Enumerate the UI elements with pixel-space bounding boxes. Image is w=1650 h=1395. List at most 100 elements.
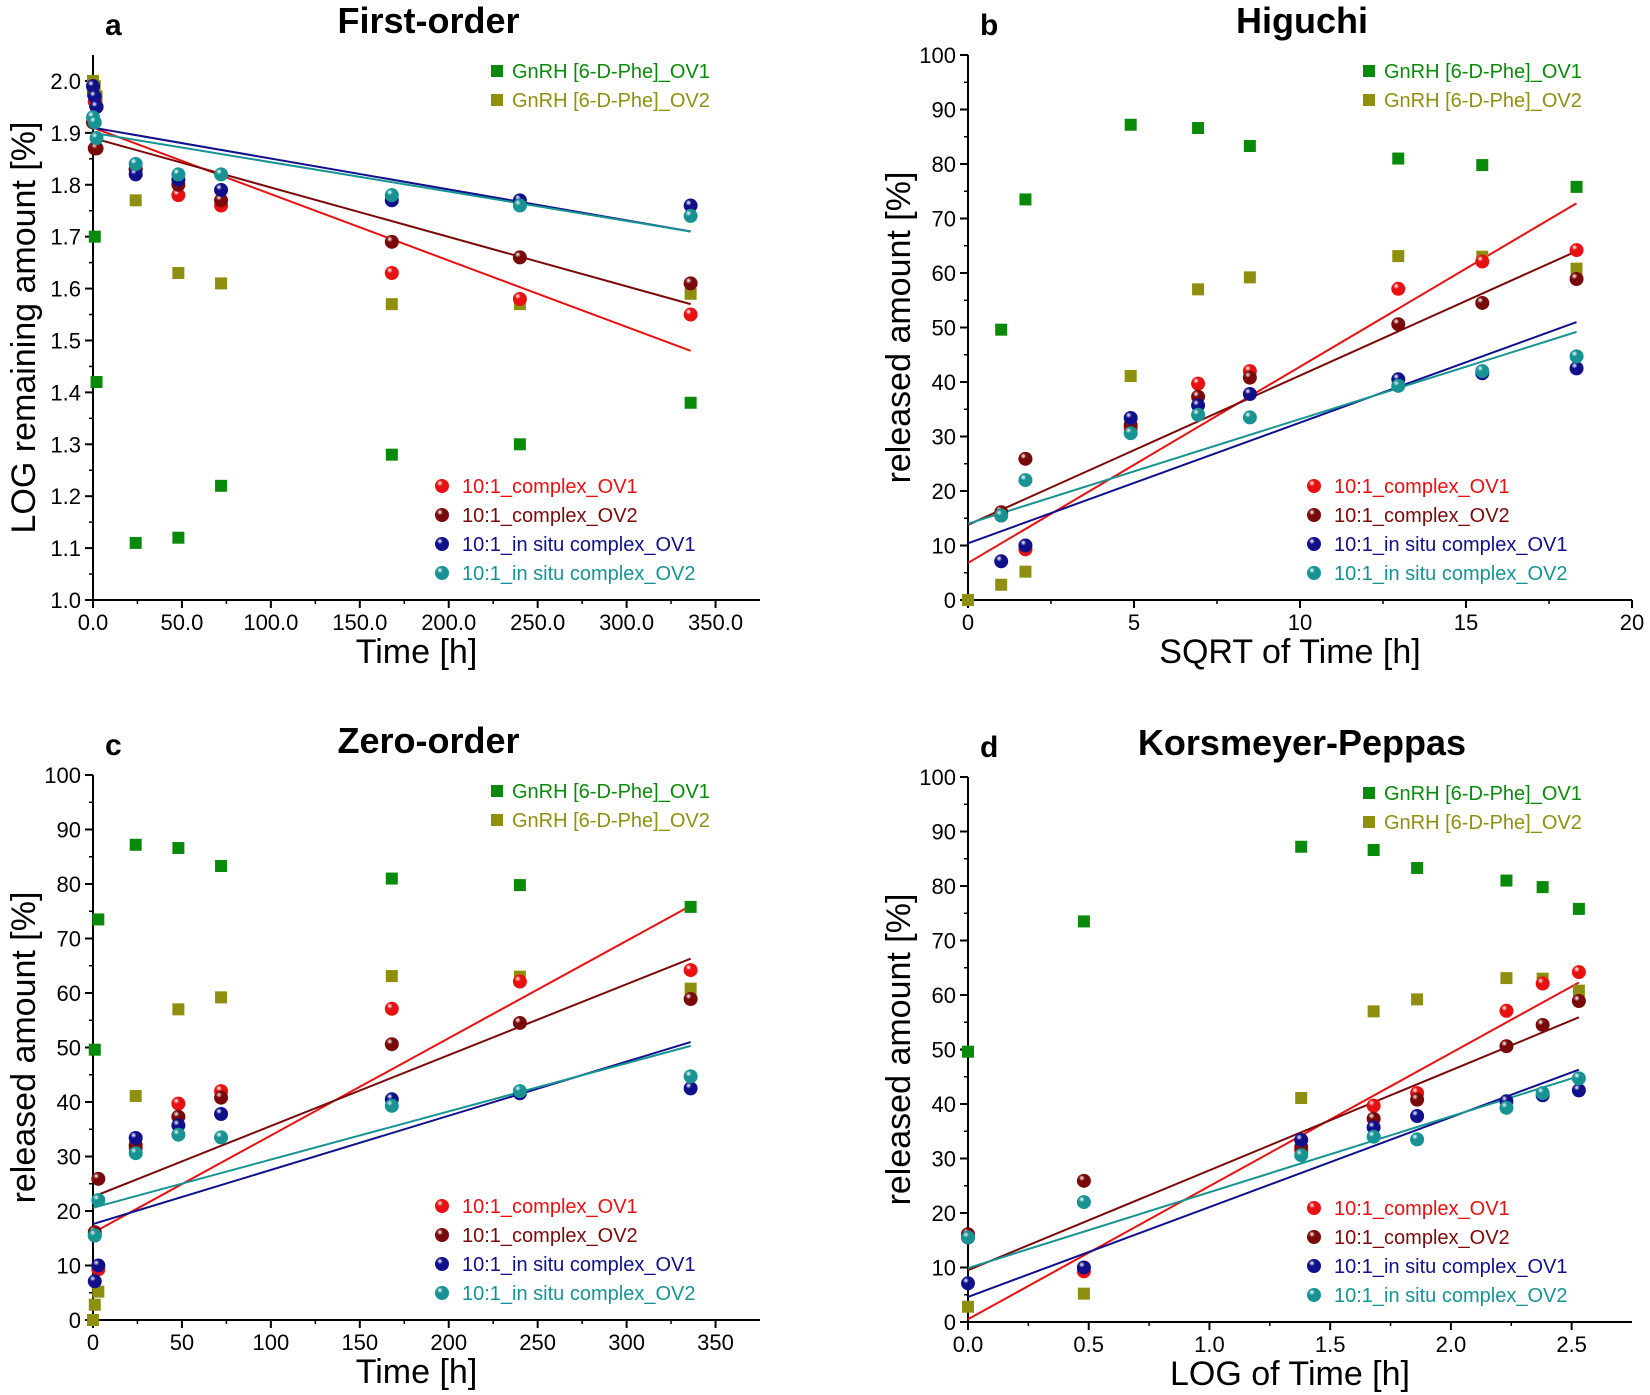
panel-b-point-10-1-in-situ-complex-ov1 xyxy=(1018,538,1033,553)
panel-c-legend-marker-10-1-complex-ov1 xyxy=(435,1199,449,1213)
panel-d-point-10-1-in-situ-complex-ov2 xyxy=(961,1230,975,1245)
panel-d-x-tick-label: 0.0 xyxy=(953,1332,984,1357)
panel-d-legend-label-10-1-in-situ-complex-ov1: 10:1_in situ complex_OV1 xyxy=(1334,1256,1567,1278)
panel-b-point-gnrh-6-d-phe-ov2 xyxy=(1124,370,1137,383)
panel-c-letter: c xyxy=(105,729,122,762)
panel-c-y-tick-label: 70 xyxy=(57,927,81,952)
panel-a-x-tick-label: 250.0 xyxy=(510,610,565,635)
panel-a-point-10-1-in-situ-complex-ov1 xyxy=(87,89,102,104)
panel-c-point-10-1-in-situ-complex-ov2 xyxy=(384,1098,399,1113)
panel-a-point-10-1-in-situ-complex-ov2 xyxy=(171,167,186,182)
panel-c-point-gnrh-6-d-phe-ov2 xyxy=(684,982,697,995)
panel-a-point-gnrh-6-d-phe-ov2 xyxy=(172,267,185,279)
panel-c-point-10-1-complex-ov1 xyxy=(512,974,527,989)
panel-d-y-axis-label: released amount [%] xyxy=(880,894,918,1206)
panel-d-point-gnrh-6-d-phe-ov1 xyxy=(1295,840,1308,853)
panel-b-point-gnrh-6-d-phe-ov2 xyxy=(1392,250,1405,263)
panel-d-x-tick-label: 2.5 xyxy=(1556,1332,1587,1357)
panel-a-point-gnrh-6-d-phe-ov1 xyxy=(215,479,228,492)
panel-c-point-10-1-complex-ov1 xyxy=(171,1096,186,1111)
panel-d-point-10-1-complex-ov2 xyxy=(1499,1039,1514,1054)
panel-a-point-gnrh-6-d-phe-ov2 xyxy=(684,287,697,300)
panel-b-point-10-1-complex-ov1 xyxy=(1569,243,1584,258)
panel-d-y-tick-label: 60 xyxy=(932,983,956,1008)
panel-b-legend-marker-10-1-in-situ-complex-ov2 xyxy=(1307,566,1321,580)
panel-b-point-gnrh-6-d-phe-ov2 xyxy=(1019,565,1032,578)
panel-b-point-10-1-in-situ-complex-ov2 xyxy=(994,508,1009,523)
panel-b-y-tick-label: 80 xyxy=(932,152,956,177)
panel-b-legend-label-gnrh-6-d-phe-ov2: GnRH [6-D-Phe]_OV2 xyxy=(1384,90,1582,112)
panel-b-point-gnrh-6-d-phe-ov2 xyxy=(1192,283,1205,296)
panel-c-point-10-1-complex-ov2 xyxy=(683,991,698,1006)
panel-b-point-10-1-in-situ-complex-ov2 xyxy=(1569,349,1584,364)
panel-b-point-10-1-complex-ov1 xyxy=(1191,376,1206,391)
panel-a-title: First-order xyxy=(337,0,519,41)
panel-b-legend-label-10-1-complex-ov2: 10:1_complex_OV2 xyxy=(1334,505,1510,527)
panel-d-y-tick-label: 40 xyxy=(932,1092,956,1117)
panel-a-fit-line-10-1-complex-ov2 xyxy=(92,137,691,306)
panel-b-point-10-1-complex-ov2 xyxy=(1018,451,1033,466)
panel-c-x-tick-label: 350 xyxy=(697,1330,734,1355)
panel-b-legend-marker-gnrh-6-d-phe-ov2 xyxy=(1363,94,1375,106)
panel-d-point-10-1-in-situ-complex-ov2 xyxy=(1535,1086,1550,1101)
panel-b-point-10-1-in-situ-complex-ov2 xyxy=(1018,473,1033,488)
panel-d-point-gnrh-6-d-phe-ov2 xyxy=(962,1300,974,1313)
panel-a: a First-order 0.0 50.0 100.0 150.0 200.0 250.0 3… xyxy=(5,0,760,671)
panel-d-legend-marker-gnrh-6-d-phe-ov1 xyxy=(1363,787,1375,799)
panel-c-legend-marker-10-1-complex-ov2 xyxy=(435,1228,449,1242)
panel-b-y-tick-label: 50 xyxy=(932,316,956,341)
panel-a-x-axis-label: Time [h] xyxy=(356,633,478,671)
panel-d: d Korsmeyer-Peppas 0.0 0.5 1.0 1.5 2.0 2.5 0 10 20… xyxy=(880,722,1632,1393)
panel-a-legend-marker-10-1-complex-ov1 xyxy=(435,479,449,493)
panel-d-y-tick-label: 0 xyxy=(944,1310,956,1335)
panel-d-point-10-1-complex-ov1 xyxy=(1571,965,1586,980)
panel-b-legend-marker-10-1-complex-ov1 xyxy=(1307,479,1321,493)
panel-d-x-axis-label: LOG of Time [h] xyxy=(1170,1355,1410,1393)
panel-b-point-gnrh-6-d-phe-ov1 xyxy=(1124,118,1137,131)
panel-c-x-tick-label: 50 xyxy=(170,1330,194,1355)
panel-c-point-10-1-in-situ-complex-ov2 xyxy=(683,1069,698,1084)
panel-c-point-gnrh-6-d-phe-ov2 xyxy=(88,1298,101,1311)
panel-c-point-10-1-in-situ-complex-ov2 xyxy=(171,1127,186,1142)
panel-b-y-tick-label: 20 xyxy=(932,479,956,504)
panel-c-point-gnrh-6-d-phe-ov2 xyxy=(92,1285,105,1298)
panel-a-legend-marker-gnrh-6-d-phe-ov1 xyxy=(491,65,503,77)
panel-d-x-tick-label: 1.0 xyxy=(1194,1332,1225,1357)
panel-c-fit-line-10-1-complex-ov1 xyxy=(92,904,692,1234)
panel-a-point-gnrh-6-d-phe-ov1 xyxy=(513,438,526,451)
panel-c-title: Zero-order xyxy=(337,720,519,761)
panel-a-point-10-1-in-situ-complex-ov2 xyxy=(512,198,527,213)
panel-c-y-tick-label: 10 xyxy=(57,1254,81,1279)
panel-d-legend-marker-10-1-complex-ov2 xyxy=(1307,1230,1321,1244)
panel-b-x-tick-label: 15 xyxy=(1454,610,1478,635)
panel-d-legend-label-gnrh-6-d-phe-ov2: GnRH [6-D-Phe]_OV2 xyxy=(1384,812,1582,834)
panel-b-title: Higuchi xyxy=(1236,0,1368,41)
panel-c-x-tick-label: 300 xyxy=(608,1330,645,1355)
panel-b-y-tick-label: 40 xyxy=(932,370,956,395)
panel-d-x-tick-label: 1.5 xyxy=(1315,1332,1346,1357)
panel-d-point-gnrh-6-d-phe-ov1 xyxy=(1411,862,1424,875)
panel-d-point-gnrh-6-d-phe-ov2 xyxy=(1295,1092,1308,1105)
panel-a-y-axis-label: LOG remaining amount [%] xyxy=(5,122,43,534)
panel-b-point-10-1-complex-ov2 xyxy=(1569,271,1584,286)
panel-c-point-gnrh-6-d-phe-ov2 xyxy=(385,970,398,983)
panel-d-title: Korsmeyer-Peppas xyxy=(1138,722,1466,763)
panel-c-point-gnrh-6-d-phe-ov1 xyxy=(513,879,526,892)
panel-d-legend-label-gnrh-6-d-phe-ov1: GnRH [6-D-Phe]_OV1 xyxy=(1384,783,1582,805)
panel-c-x-tick-label: 250 xyxy=(519,1330,556,1355)
panel-a-point-gnrh-6-d-phe-ov2 xyxy=(215,277,228,290)
panel-b-point-gnrh-6-d-phe-ov1 xyxy=(1476,159,1489,172)
panel-b-x-tick-label: 5 xyxy=(1128,610,1140,635)
panel-d-y-tick-label: 50 xyxy=(932,1038,956,1063)
panel-a-point-10-1-in-situ-complex-ov2 xyxy=(87,115,102,130)
panel-c-point-10-1-complex-ov1 xyxy=(683,963,698,978)
panel-c-point-gnrh-6-d-phe-ov2 xyxy=(87,1314,99,1326)
panel-a-legend-label-10-1-in-situ-complex-ov2: 10:1_in situ complex_OV2 xyxy=(462,563,695,585)
panel-b-point-10-1-in-situ-complex-ov1 xyxy=(1123,410,1138,425)
panel-d-point-10-1-in-situ-complex-ov2 xyxy=(1076,1195,1091,1210)
panel-a-x-tick-label: 0.0 xyxy=(78,610,109,635)
panel-d-legend-marker-10-1-in-situ-complex-ov2 xyxy=(1307,1288,1321,1302)
panel-b-point-gnrh-6-d-phe-ov2 xyxy=(995,578,1008,591)
panel-d-y-tick-label: 70 xyxy=(932,929,956,954)
panel-a-fit-line-10-1-in-situ-complex-ov2 xyxy=(92,131,691,233)
